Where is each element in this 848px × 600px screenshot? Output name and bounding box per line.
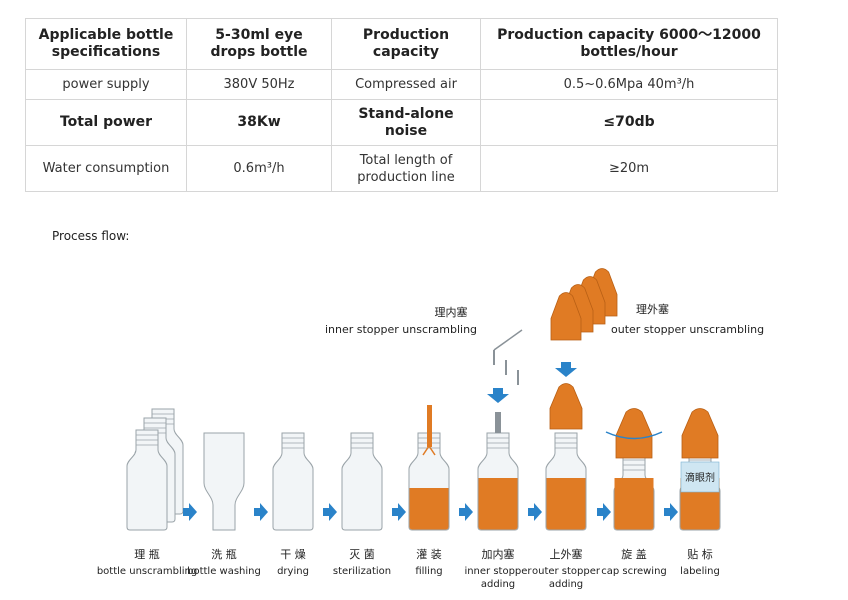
bottle-neck-threads [487, 437, 509, 449]
step-arrow-icon [664, 503, 678, 521]
labeling-cap-shape [681, 408, 719, 459]
cap-screwing-bottle [613, 454, 655, 531]
step-label-zh: 上外塞 [550, 547, 583, 561]
bottle-neck-threads [555, 437, 577, 449]
table-cell: 380V 50Hz [186, 69, 332, 100]
bottle-outline [126, 429, 168, 531]
down-arrow-icon [487, 388, 509, 403]
process-flow-title: Process flow: [52, 229, 130, 243]
step-label-zh: 干 燥 [280, 548, 306, 561]
bottle-neck-threads [623, 459, 645, 471]
step-arrow-icon [459, 503, 473, 521]
step-label-en: filling [415, 566, 442, 577]
table-cell: 5-30ml eye drops bottle [186, 18, 332, 70]
table-cell: 38Kw [186, 99, 332, 146]
step-label-en: bottle washing [187, 566, 261, 577]
step-label-zh: 灌 装 [416, 548, 442, 561]
table-cell: Water consumption [25, 145, 187, 192]
outer-stopper-title-en: outer stopper unscrambling [611, 323, 764, 336]
down-arrow-icon [555, 362, 577, 377]
stacked-bottle [126, 429, 168, 531]
step-label-en: cap screwing [601, 566, 667, 577]
stopper-feed-rail [493, 329, 523, 351]
stacked-outer-cap [550, 292, 582, 341]
table-cell: Total length of production line [331, 145, 481, 192]
table-cell: power supply [25, 69, 187, 100]
step-arrow-icon [597, 503, 611, 521]
step-arrow-icon [528, 503, 542, 521]
liquid-fill [614, 478, 654, 530]
outer-stopper-title-zh: 理外塞 [636, 302, 669, 316]
table-cell: Compressed air [331, 69, 481, 100]
filling-bottle [408, 432, 450, 531]
table-cell: Total power [25, 99, 187, 146]
step-label-zh: 灭 菌 [349, 548, 375, 561]
table-cell: 0.6m³/h [186, 145, 332, 192]
step-arrow-icon [392, 503, 406, 521]
bottle-neck-threads [136, 434, 158, 446]
table-cell: Stand-alone noise [331, 99, 481, 146]
filling-spray [422, 444, 436, 456]
table-row: power supply 380V 50Hz Compressed air 0.… [25, 69, 778, 100]
table-cell: Production capacity [331, 18, 481, 70]
sterilization-bottle [341, 432, 383, 531]
outer-stopper-bottle [545, 432, 587, 531]
bottle-outline [341, 432, 383, 531]
step-label-en: outer stopper [532, 566, 601, 577]
bottle-neck-threads [351, 437, 373, 449]
table-cell: Production capacity 6000～12000 bottles/h… [480, 18, 778, 70]
filling-nozzle [427, 405, 432, 447]
step-label-en: labeling [680, 566, 720, 577]
inner-stopper-title-zh: 理内塞 [435, 305, 468, 319]
liquid-fill [409, 488, 449, 530]
table-cell: ≥20m [480, 145, 778, 192]
liquid-fill [546, 478, 586, 530]
screw-cap-shape [615, 408, 653, 459]
table-row: Applicable bottle specifications 5-30ml … [25, 18, 778, 70]
step-label-en: adding [481, 579, 515, 590]
table-row: Total power 38Kw Stand-alone noise ≤70db [25, 99, 778, 146]
step-label-zh: 旋 盖 [621, 547, 647, 561]
bottle-neck-threads [282, 437, 304, 449]
step-arrow-icon [183, 503, 197, 521]
step-label-en: bottle unscrambling [97, 566, 197, 577]
step-label-en: sterilization [333, 566, 391, 577]
drying-bottle [272, 432, 314, 531]
table-cell: Applicable bottle specifications [25, 18, 187, 70]
step-arrow-icon [323, 503, 337, 521]
washing-bottle [203, 432, 245, 531]
step-arrow-icon [254, 503, 268, 521]
step-label-en: inner stopper [464, 566, 532, 577]
spec-table: Applicable bottle specifications 5-30ml … [25, 18, 778, 192]
step-label-en: adding [549, 579, 583, 590]
inner-stopper-title-en: inner stopper unscrambling [325, 323, 477, 336]
table-row: Water consumption 0.6m³/h Total length o… [25, 145, 778, 192]
rotate-arrow-icon [605, 431, 663, 440]
table-cell: ≤70db [480, 99, 778, 146]
inner-stopper-bottle [477, 432, 519, 531]
bottle-label-text: 滴眼剂 [685, 471, 715, 484]
step-label-zh: 加内塞 [482, 547, 515, 561]
bottle-outline [272, 432, 314, 531]
bottle-label [680, 461, 720, 493]
inner-stopper [495, 412, 501, 433]
liquid-fill [478, 478, 518, 530]
outer-cap-shape [549, 383, 583, 430]
step-label-zh: 洗 瓶 [211, 547, 237, 561]
step-label-zh: 贴 标 [687, 547, 713, 561]
bottle-outline [203, 432, 245, 531]
step-label-en: drying [277, 566, 309, 577]
step-label-zh: 理 瓶 [134, 547, 160, 561]
